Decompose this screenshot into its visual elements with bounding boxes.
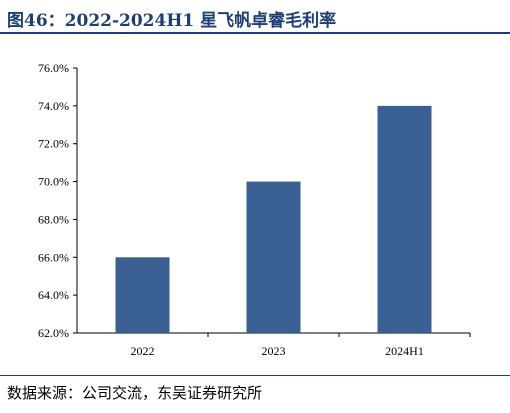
y-tick-label: 62.0% <box>38 326 69 340</box>
y-tick-label: 70.0% <box>38 175 69 189</box>
title-divider <box>0 32 510 34</box>
chart-title: 图46：2022-2024H1 星飞帆卓睿毛利率 <box>7 11 337 31</box>
y-tick-label: 64.0% <box>38 288 69 302</box>
x-tick-label: 2023 <box>262 344 286 358</box>
source-divider <box>0 375 510 376</box>
bar-chart: 62.0% 64.0% 66.0% 68.0% 70.0% 72.0% 74.0% 76.0%… <box>38 61 471 358</box>
bar <box>246 181 301 333</box>
x-tick-label: 2022 <box>131 344 155 358</box>
y-tick-label: 68.0% <box>38 212 69 226</box>
bar <box>377 105 432 333</box>
y-tick-label: 72.0% <box>38 137 69 151</box>
y-tick-label: 76.0% <box>38 61 69 75</box>
y-tick-label: 66.0% <box>38 250 69 264</box>
bar <box>115 257 170 333</box>
x-tick-label: 2024H1 <box>385 344 424 358</box>
y-tick-label: 74.0% <box>38 99 69 113</box>
data-source-note: 数据来源：公司交流，东吴证券研究所 <box>7 384 263 402</box>
